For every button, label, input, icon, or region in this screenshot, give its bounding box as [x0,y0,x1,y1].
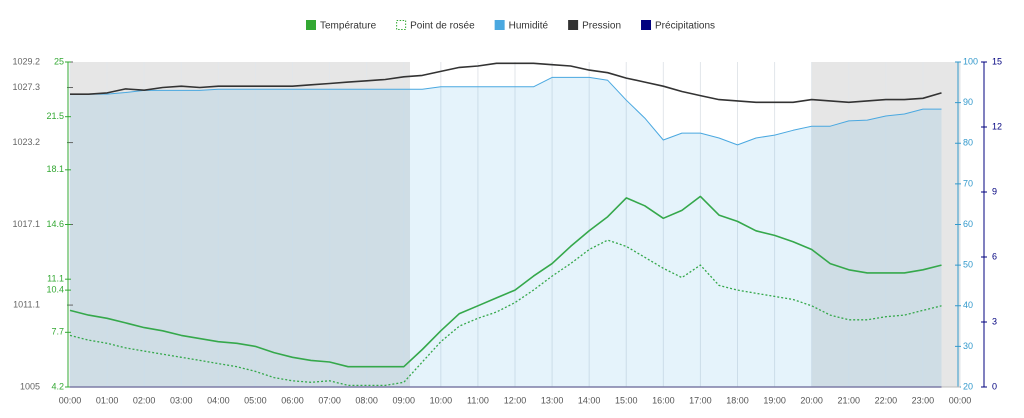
x-tick-label: 22:00 [875,395,898,405]
legend-label: Humidité [509,21,549,32]
legend-label: Précipitations [655,21,715,32]
legend-item[interactable]: Point de rosée [396,20,475,32]
x-tick-label: 08:00 [355,395,378,405]
x-tick-label: 15:00 [615,395,638,405]
legend-label: Température [320,21,377,32]
y-tick-label: 12 [992,121,1002,131]
legend-swatch [396,20,407,30]
series-line [70,62,942,104]
x-tick-label: 05:00 [244,395,267,405]
y-tick-label: 1011.1 [13,299,40,309]
x-tick-label: 12:00 [504,395,527,405]
legend-label: Point de rosée [410,21,475,32]
y-tick-label: 4.2 [51,381,64,391]
humidity-area [70,77,942,388]
x-tick-label: 07:00 [318,395,341,405]
y-tick-label: 7.7 [51,327,64,337]
y-tick-label: 6 [992,251,997,261]
legend-swatch [306,20,316,30]
x-tick-label: 10:00 [430,395,453,405]
y-tick-label: 100 [963,56,978,66]
x-tick-label: 23:00 [912,395,935,405]
y-tick-label: 60 [963,219,973,229]
x-tick-label: 18:00 [726,395,749,405]
legend-swatch [641,20,652,30]
x-tick-label: 04:00 [207,395,230,405]
x-tick-label: 11:00 [467,395,489,405]
x-tick-label: 00:00 [59,395,82,405]
series-line [69,195,942,368]
y-tick-label: 10.4 [46,285,64,295]
legend-item[interactable]: Précipitations [641,20,715,32]
y-tick-label: 9 [992,186,997,196]
series-line [69,239,942,387]
y-tick-label: 1005 [20,381,40,391]
night-shade [70,62,410,387]
y-tick-label: 25 [54,56,64,66]
y-tick-label: 1029.2 [12,56,40,66]
legend-swatch [494,20,505,30]
x-tick-label: 09:00 [392,395,415,405]
legend-swatch [568,20,579,30]
x-tick-label: 02:00 [133,395,156,405]
y-tick-label: 40 [963,300,973,310]
legend-item[interactable]: Humidité [494,20,549,32]
x-tick-label: 03:00 [170,395,193,405]
legend-label: Pression [582,21,621,32]
x-tick-label: 00:00 [949,395,972,405]
y-tick-label: 50 [963,260,973,270]
y-tick-label: 11.1 [47,274,64,284]
y-tick-label: 1023.2 [12,137,40,147]
x-tick-label: 13:00 [541,395,564,405]
x-tick-label: 14:00 [578,395,601,405]
y-tick-label: 0 [992,381,997,391]
plot-area [69,62,942,388]
y-tick-label: 70 [963,178,973,188]
x-tick-label: 20:00 [800,395,823,405]
x-tick-label: 17:00 [689,395,712,405]
y-tick-label: 18.1 [46,164,64,174]
y-tick-label: 14.6 [46,219,64,229]
legend: Température Point de rosée Humidité Pressio… [306,20,715,32]
legend-item[interactable]: Température [306,20,377,32]
series-line [70,76,942,146]
x-tick-label: 01:00 [96,395,119,405]
y-tick-label: 1017.1 [12,219,40,229]
x-tick-label: 06:00 [281,395,304,405]
x-tick-label: 16:00 [652,395,675,405]
y-tick-label: 20 [963,381,973,391]
y-tick-label: 21.5 [46,111,64,121]
x-tick-label: 19:00 [763,395,786,405]
y-tick-label: 15 [992,56,1002,66]
y-tick-label: 90 [963,97,973,107]
y-tick-label: 3 [992,316,997,326]
y-tick-label: 80 [963,138,973,148]
y-tick-label: 1027.3 [12,82,40,92]
x-tick-label: 21:00 [837,395,860,405]
legend-item[interactable]: Pression [568,20,621,32]
y-tick-label: 30 [963,341,973,351]
axes: 00:00 01:00 02:00 03:00 04:00 05:00 06:00 07:00… [12,56,1002,405]
